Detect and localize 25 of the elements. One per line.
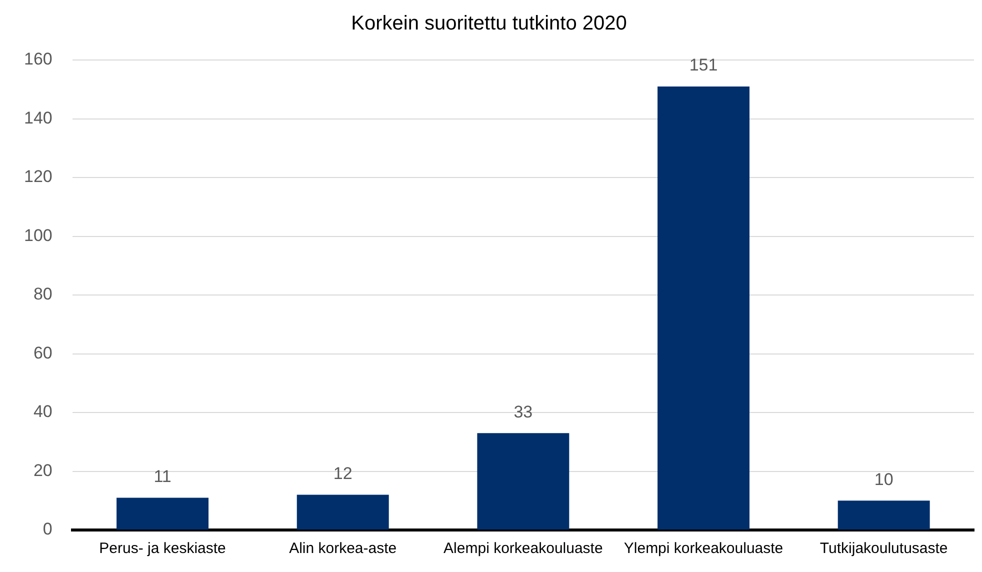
data-label: 33 [514,402,533,422]
chart-title: Korkein suoritettu tutkinto 2020 [351,12,627,35]
bar [296,494,389,530]
data-label: 12 [333,464,352,483]
bar [838,500,930,530]
y-tick-label: 140 [24,108,52,128]
y-tick-label: 20 [33,460,52,480]
y-tick-label: 100 [24,226,52,245]
x-tick-label: Alin korkea-aste [289,540,397,558]
data-label: 151 [689,56,718,75]
y-tick-label: 160 [24,50,52,69]
y-tick-label: 80 [33,284,52,304]
x-tick-label: Perus- ja keskiaste [99,540,226,558]
data-label: 10 [874,470,894,489]
y-tick-label: 60 [33,343,52,362]
y-tick-label: 120 [24,167,52,186]
bar [477,433,570,530]
bar [116,498,209,530]
x-tick-label: Tutkijakoulutusaste [820,540,948,558]
data-label: 11 [154,466,172,486]
x-tick-label: Ylempi korkeakouluaste [624,540,784,558]
y-tick-label: 0 [42,520,52,539]
y-tick-label: 40 [33,402,52,422]
bar [658,86,750,530]
x-tick-label: Alempi korkeakouluaste [444,540,603,558]
